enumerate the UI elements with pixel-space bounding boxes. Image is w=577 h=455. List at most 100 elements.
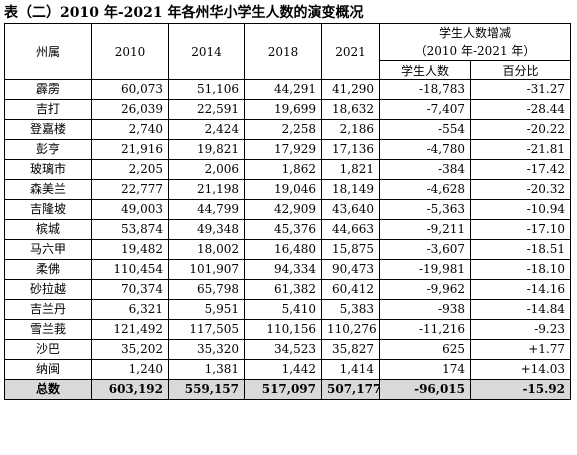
cell-2014: 21,198 (168, 179, 245, 200)
cell-2021: 90,473 (321, 259, 380, 280)
cell-change: -9,962 (379, 279, 471, 300)
cell-2021: 15,875 (321, 239, 380, 260)
cell-percent: -15.92 (469, 379, 572, 400)
cell-2014: 2,424 (168, 119, 245, 140)
cell-change: -96,015 (379, 379, 471, 400)
cell-2014: 51,106 (168, 79, 245, 100)
table-row: 吉打 26,039 22,591 19,699 18,632 -7,407 -28.44 (4, 99, 572, 120)
cell-2014: 1,381 (168, 359, 245, 380)
cell-2021: 1,821 (321, 159, 380, 180)
cell-percent: -28.44 (469, 99, 572, 120)
cell-2014: 117,505 (168, 319, 245, 340)
change-header-line1: 学生人数增减 (439, 26, 512, 40)
cell-2010: 110,454 (91, 259, 169, 280)
table-row: 雪兰莪 121,492 117,505 110,156 110,276 -11,216 -9… (4, 319, 572, 340)
cell-state: 登嘉楼 (4, 119, 92, 140)
student-enrollment-table: 州属 2010 2014 2018 2021 学生人数增减 （2010 年-20… (4, 23, 572, 400)
cell-state: 雪兰莪 (4, 319, 92, 340)
cell-percent: +14.03 (469, 359, 572, 380)
cell-2018: 5,410 (244, 299, 322, 320)
cell-2014: 18,002 (168, 239, 245, 260)
cell-2021: 18,632 (321, 99, 380, 120)
cell-2010: 70,374 (91, 279, 169, 300)
cell-2014: 2,006 (168, 159, 245, 180)
table-row: 吉隆坡 49,003 44,799 42,909 43,640 -5,363 -10.94 (4, 199, 572, 220)
cell-percent: -9.23 (469, 319, 572, 340)
cell-2010: 6,321 (91, 299, 169, 320)
cell-percent: -18.10 (469, 259, 572, 280)
cell-state: 马六甲 (4, 239, 92, 260)
cell-2014: 101,907 (168, 259, 245, 280)
cell-2010: 21,916 (91, 139, 169, 160)
cell-2021: 35,827 (321, 339, 380, 360)
cell-2021: 17,136 (321, 139, 380, 160)
cell-2018: 517,097 (244, 379, 322, 400)
table-row: 槟城 53,874 49,348 45,376 44,663 -9,211 -17.10 (4, 219, 572, 240)
cell-2010: 26,039 (91, 99, 169, 120)
cell-2018: 17,929 (244, 139, 322, 160)
cell-2010: 603,192 (91, 379, 169, 400)
cell-percent: -20.32 (469, 179, 572, 200)
cell-state: 吉打 (4, 99, 92, 120)
cell-change: -554 (379, 119, 471, 140)
col-header-2014: 2014 (168, 23, 245, 80)
cell-2021: 60,412 (321, 279, 380, 300)
change-header-line2: （2010 年-2021 年） (414, 44, 536, 58)
cell-2021: 44,663 (321, 219, 380, 240)
cell-state: 吉兰丹 (4, 299, 92, 320)
cell-2018: 110,156 (244, 319, 322, 340)
document-title: 表（二）2010 年-2021 年各州华小学生人数的演变概况 (4, 5, 364, 21)
cell-2018: 2,258 (244, 119, 322, 140)
cell-state: 沙巴 (4, 339, 92, 360)
col-header-students-change: 学生人数 (379, 60, 471, 80)
cell-change: -938 (379, 299, 471, 320)
cell-percent: -20.22 (469, 119, 572, 140)
cell-2018: 61,382 (244, 279, 322, 300)
cell-2010: 49,003 (91, 199, 169, 220)
cell-2014: 49,348 (168, 219, 245, 240)
cell-2018: 19,046 (244, 179, 322, 200)
cell-percent: -17.10 (469, 219, 572, 240)
cell-2010: 53,874 (91, 219, 169, 240)
cell-2021: 1,414 (321, 359, 380, 380)
cell-state: 森美兰 (4, 179, 92, 200)
cell-2021: 2,186 (321, 119, 380, 140)
cell-2018: 45,376 (244, 219, 322, 240)
cell-2018: 1,442 (244, 359, 322, 380)
cell-state: 槟城 (4, 219, 92, 240)
cell-2021: 110,276 (321, 319, 380, 340)
cell-2021: 18,149 (321, 179, 380, 200)
cell-2021: 507,177 (321, 379, 380, 400)
cell-2018: 19,699 (244, 99, 322, 120)
header-row: 州属 2010 2014 2018 2021 学生人数增减 （2010 年-20… (4, 23, 572, 80)
table-row: 玻璃市 2,205 2,006 1,862 1,821 -384 -17.42 (4, 159, 572, 180)
cell-2010: 60,073 (91, 79, 169, 100)
cell-2018: 42,909 (244, 199, 322, 220)
cell-state: 彭亨 (4, 139, 92, 160)
cell-2010: 2,740 (91, 119, 169, 140)
cell-state: 纳闽 (4, 359, 92, 380)
cell-2018: 94,334 (244, 259, 322, 280)
table-row: 登嘉楼 2,740 2,424 2,258 2,186 -554 -20.22 (4, 119, 572, 140)
cell-2010: 121,492 (91, 319, 169, 340)
cell-2010: 2,205 (91, 159, 169, 180)
table-row: 霹雳 60,073 51,106 44,291 41,290 -18,783 -31.27 (4, 79, 572, 100)
cell-2021: 5,383 (321, 299, 380, 320)
cell-percent: -14.16 (469, 279, 572, 300)
table-row: 砂拉越 70,374 65,798 61,382 60,412 -9,962 -14.16 (4, 279, 572, 300)
cell-2014: 19,821 (168, 139, 245, 160)
cell-2014: 44,799 (168, 199, 245, 220)
cell-change: -384 (379, 159, 471, 180)
table-row: 马六甲 19,482 18,002 16,480 15,875 -3,607 -18.51 (4, 239, 572, 260)
col-header-percent: 百分比 (469, 60, 572, 80)
cell-percent: -18.51 (469, 239, 572, 260)
cell-percent: +1.77 (469, 339, 572, 360)
cell-change: -7,407 (379, 99, 471, 120)
cell-state: 吉隆坡 (4, 199, 92, 220)
cell-2021: 41,290 (321, 79, 380, 100)
cell-percent: -10.94 (469, 199, 572, 220)
table-row: 沙巴 35,202 35,320 34,523 35,827 625 +1.77 (4, 339, 572, 360)
col-header-2018: 2018 (244, 23, 322, 80)
cell-2018: 44,291 (244, 79, 322, 100)
total-row: 总数 603,192 559,157 517,097 507,177 -96,015 -15… (4, 379, 572, 400)
